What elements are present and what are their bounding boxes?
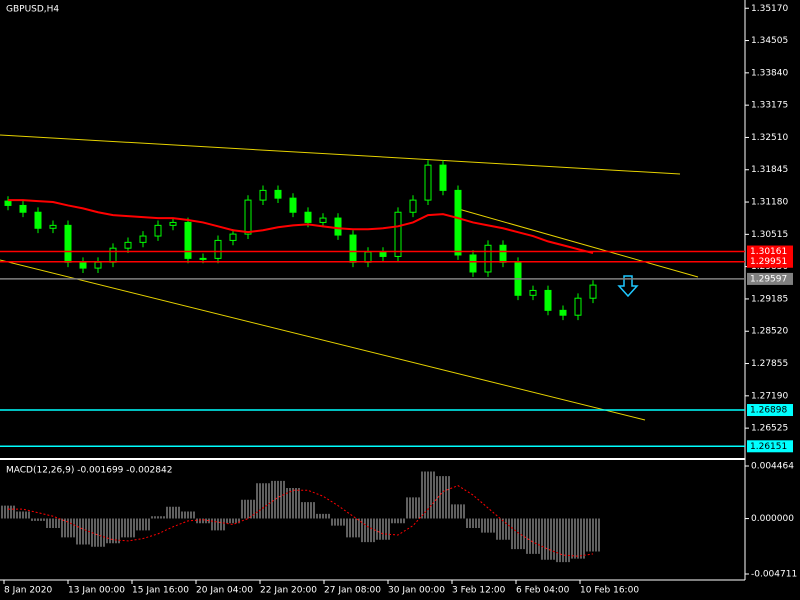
- y-tick-label: 1.31845: [751, 165, 788, 175]
- y-tick-label: 0.004464: [751, 462, 794, 472]
- candle-body: [469, 254, 477, 273]
- y-tick-label: 1.30515: [751, 230, 788, 240]
- candle-body: [244, 199, 252, 235]
- candle-body: [394, 211, 402, 257]
- y-tick-label: -0.004711: [751, 570, 797, 580]
- price-level-box: [747, 272, 793, 285]
- price-level-box: [747, 440, 793, 453]
- y-tick-label: 1.33840: [751, 68, 788, 78]
- candle-body: [319, 217, 327, 223]
- candle-body: [94, 261, 102, 269]
- price-level-box: [747, 255, 793, 268]
- candle-body: [184, 221, 192, 259]
- price-level-label: 1.30161: [750, 247, 787, 257]
- candle-body: [109, 247, 117, 263]
- y-tick-label: 1.26525: [751, 424, 788, 434]
- candle-body: [574, 297, 582, 316]
- candle-body: [4, 200, 12, 206]
- y-tick-label: 1.31180: [751, 198, 788, 208]
- candle-body: [139, 235, 147, 243]
- y-tick-label: 1.35170: [751, 4, 788, 14]
- y-tick-label: 0.000000: [751, 514, 794, 524]
- candle-body: [34, 211, 42, 229]
- chart-title: GBPUSD,H4: [6, 5, 59, 15]
- moving-average: [8, 199, 594, 255]
- candle-body: [229, 233, 237, 241]
- candle-body: [484, 244, 492, 273]
- price-level-label: 1.26898: [750, 406, 787, 416]
- candle-body: [424, 164, 432, 201]
- y-tick-label: 1.32510: [751, 133, 788, 143]
- candle-body: [304, 211, 312, 223]
- candle-body: [499, 244, 507, 263]
- candle-body: [334, 217, 342, 236]
- x-tick-label: 20 Jan 04:00: [196, 586, 253, 596]
- candle-body: [289, 197, 297, 213]
- candle-body: [79, 261, 87, 269]
- candle-body: [559, 309, 567, 316]
- candle-body: [454, 189, 462, 256]
- x-tick-label: 30 Jan 00:00: [388, 586, 445, 596]
- candle-body: [49, 224, 57, 229]
- price-level-label: 1.29597: [750, 274, 787, 284]
- y-tick-label: 1.28520: [751, 327, 788, 337]
- x-tick-label: 13 Jan 00:00: [68, 586, 125, 596]
- candle-body: [124, 241, 132, 249]
- y-tick-label: 1.27855: [751, 359, 788, 369]
- x-tick-label: 8 Jan 2020: [4, 586, 52, 596]
- y-tick-label: 1.29185: [751, 294, 788, 304]
- trend-line: [0, 259, 646, 421]
- trend-line: [0, 134, 681, 175]
- candle-body: [589, 284, 597, 299]
- candle-body: [169, 221, 177, 226]
- x-tick-label: 22 Jan 20:00: [260, 586, 317, 596]
- candle-body: [274, 189, 282, 199]
- candle-body: [364, 251, 372, 263]
- y-tick-label: 1.34505: [751, 36, 788, 46]
- candle-body: [154, 224, 162, 237]
- price-level-box: [747, 404, 793, 417]
- candle-body: [259, 189, 267, 201]
- y-tick-label: 1.33175: [751, 101, 788, 111]
- y-tick-label: 1.27190: [751, 391, 788, 401]
- candle-body: [214, 239, 222, 259]
- price-level-box: [747, 245, 793, 258]
- candle-body: [349, 234, 357, 263]
- trend-line: [454, 207, 699, 278]
- sell-arrow: [617, 275, 639, 298]
- candle-body: [529, 289, 537, 296]
- candle-body: [544, 289, 552, 311]
- candle-body: [379, 251, 387, 257]
- macd-title: MACD(12,26,9) -0.001699 -0.002842: [6, 466, 172, 476]
- candle-body: [64, 224, 72, 263]
- candle-body: [199, 257, 207, 260]
- x-tick-label: 3 Feb 12:00: [452, 586, 506, 596]
- candle-body: [409, 199, 417, 213]
- x-tick-label: 10 Feb 16:00: [580, 586, 639, 596]
- price-level-label: 1.29951: [750, 257, 787, 267]
- x-tick-label: 15 Jan 16:00: [132, 586, 189, 596]
- candle-body: [439, 164, 447, 191]
- x-tick-label: 27 Jan 08:00: [324, 586, 381, 596]
- x-tick-label: 6 Feb 04:00: [516, 586, 570, 596]
- candle-body: [19, 204, 27, 213]
- price-level-label: 1.26151: [750, 442, 787, 452]
